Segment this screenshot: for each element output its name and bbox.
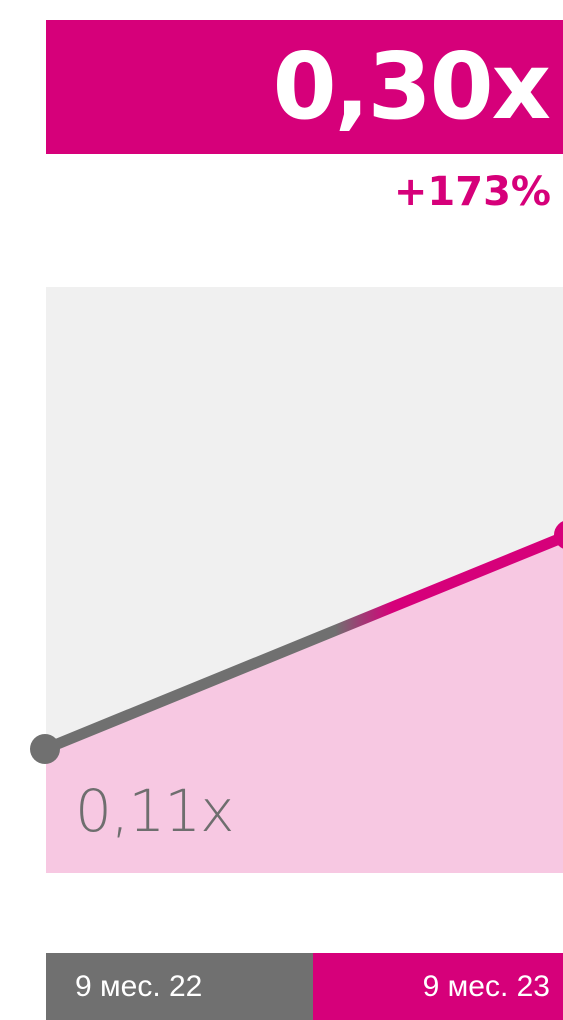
- period-label-curr: 9 мес. 23: [312, 953, 563, 1020]
- period-label-prev: 9 мес. 22: [46, 953, 313, 1020]
- change-percent: +173%: [393, 169, 551, 215]
- series-line: [39, 531, 563, 755]
- headline-value: 0,30x: [272, 33, 551, 140]
- period-axis: 9 мес. 22 9 мес. 23: [46, 953, 563, 1020]
- series-area: [46, 537, 563, 873]
- headline-banner: 0,30x: [46, 20, 563, 154]
- data-point-curr: [554, 521, 563, 549]
- data-label-prev: 0,11x: [75, 777, 234, 845]
- data-point-prev: [30, 734, 60, 765]
